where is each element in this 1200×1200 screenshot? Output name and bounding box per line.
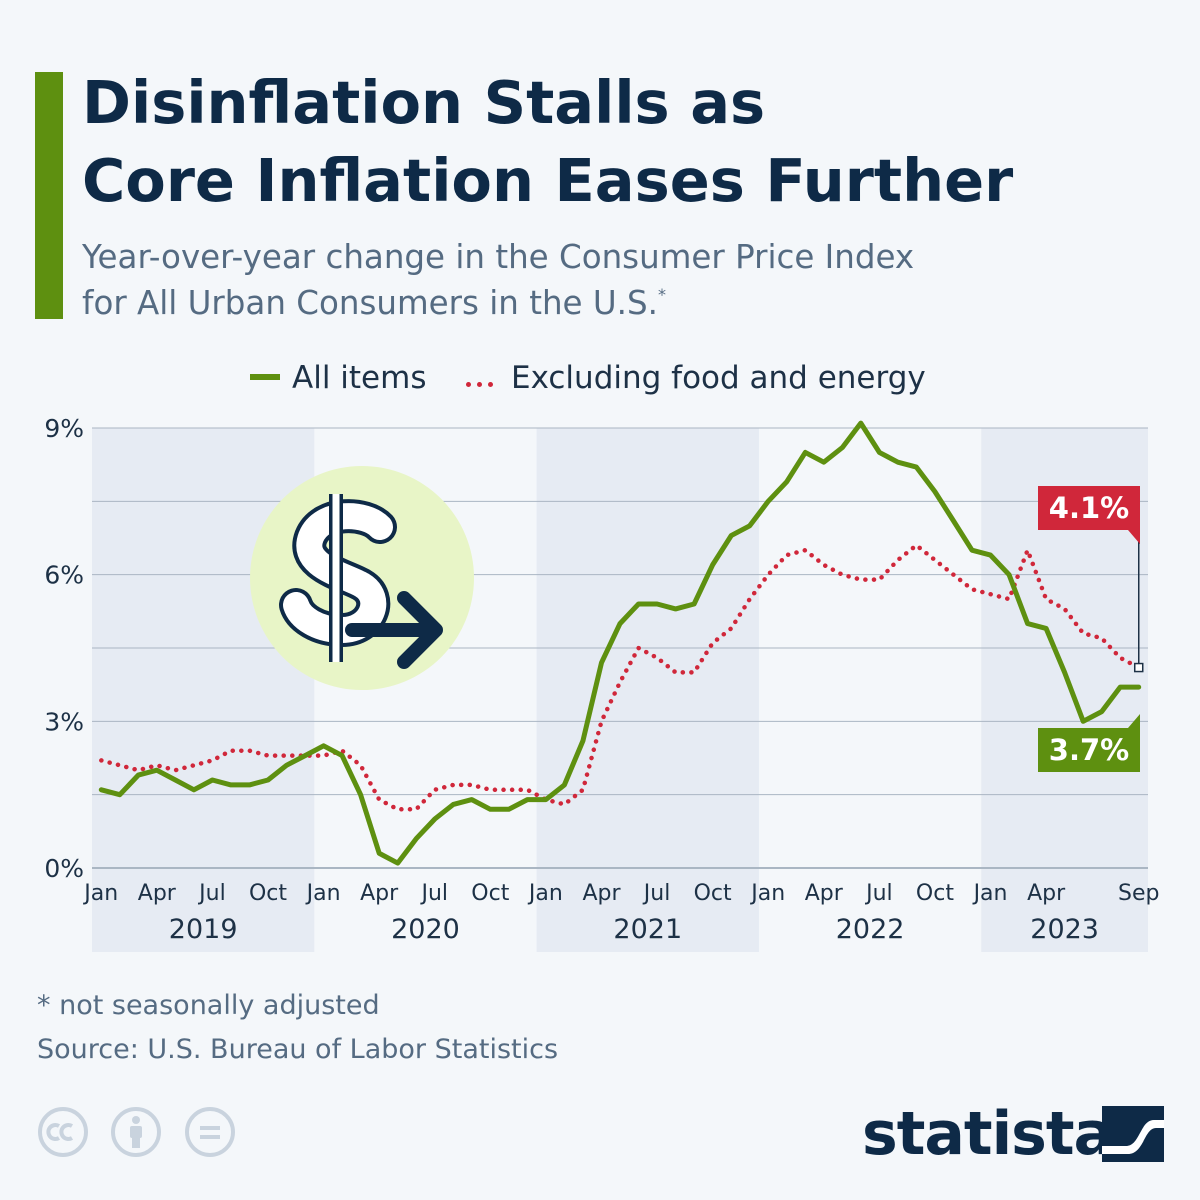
y-tick-label: 9% — [44, 414, 84, 443]
subtitle: Year-over-year change in the Consumer Pr… — [82, 234, 914, 326]
dollar-illustration — [250, 466, 474, 690]
x-tick-label: Jul — [419, 881, 448, 906]
y-tick-label: 6% — [44, 561, 84, 590]
x-tick-label: Jan — [305, 881, 341, 906]
y-tick-label: 0% — [44, 854, 84, 883]
x-axis-labels: Jan Apr Jul Oct Jan Apr Jul Oct Jan Apr Jul Oct Jan A… — [82, 881, 1159, 945]
attribution-icon[interactable] — [110, 1106, 162, 1158]
statista-logo-icon — [1102, 1106, 1164, 1162]
y-tick-label: 3% — [44, 707, 84, 736]
statista-logo-text[interactable]: statista — [862, 1099, 1114, 1169]
annotation-marker — [1133, 662, 1144, 673]
line-chart: 0%3%6%9% Jan Apr Jul Oct Jan Apr Jul Oct Jan Apr J… — [44, 414, 1159, 952]
x-tick-label: Apr — [582, 881, 621, 906]
all-items-label-box — [1038, 714, 1140, 772]
x-tick-label: Jul — [642, 881, 671, 906]
legend-swatch-dotted — [466, 357, 499, 397]
x-tick-label: Apr — [138, 881, 177, 906]
arrow-right-icon — [345, 591, 443, 669]
year-label: 2022 — [836, 914, 905, 945]
all-items-label-text: 3.7% — [1049, 733, 1129, 767]
chart-legend: All items Excluding food and energy — [0, 358, 1200, 398]
page-title: Disinflation Stalls as Core Inflation Ea… — [82, 64, 1013, 220]
x-tick-label: Oct — [694, 881, 732, 906]
title-line-2: Core Inflation Eases Further — [82, 146, 1014, 215]
year-label: 2020 — [391, 914, 460, 945]
x-tick-label: Jan — [749, 881, 785, 906]
core-label-box — [1038, 486, 1140, 544]
title-line-1: Disinflation Stalls as — [82, 68, 766, 137]
no-derivatives-icon[interactable] — [184, 1106, 236, 1158]
x-tick-label: Jul — [197, 881, 226, 906]
series-line-all-items — [98, 420, 1142, 866]
x-tick-label: Oct — [471, 881, 509, 906]
subtitle-line-2-text: for All Urban Consumers in the U.S. — [82, 284, 658, 322]
x-tick-label: Apr — [805, 881, 844, 906]
legend-item-all-items: All items — [250, 358, 426, 398]
year-label: 2023 — [1030, 914, 1099, 945]
cc-icon[interactable] — [37, 1106, 89, 1158]
x-tick-label: Apr — [360, 881, 399, 906]
year-label: 2021 — [613, 914, 682, 945]
x-tick-label: Jul — [864, 881, 893, 906]
x-tick-label: Jan — [527, 881, 563, 906]
x-tick-label: Apr — [1027, 881, 1066, 906]
year-band-2021 — [536, 428, 759, 952]
year-bands — [92, 428, 1148, 952]
legend-label-core: Excluding food and energy — [511, 360, 926, 396]
core-label-text: 4.1% — [1049, 491, 1129, 525]
x-tick-label: Oct — [249, 881, 287, 906]
annotations: 4.1% 3.7% — [1038, 486, 1144, 772]
x-tick-label: Jan — [972, 881, 1008, 906]
source-note: Source: U.S. Bureau of Labor Statistics — [37, 1034, 559, 1065]
legend-item-core: Excluding food and energy — [466, 358, 926, 400]
accent-bar — [35, 72, 63, 319]
subtitle-line-2: for All Urban Consumers in the U.S.* — [82, 280, 914, 326]
year-label: 2019 — [169, 914, 238, 945]
series-layer — [98, 420, 1142, 866]
x-tick-label: Jan — [82, 881, 118, 906]
y-axis-labels: 0% 3% 6% 9% — [44, 414, 84, 883]
x-tick-label: Oct — [916, 881, 954, 906]
footnote: * not seasonally adjusted — [37, 990, 380, 1021]
legend-label-all-items: All items — [292, 360, 427, 396]
subtitle-footnote-mark: * — [657, 285, 666, 304]
legend-swatch-solid — [250, 373, 280, 380]
x-tick-label: Sep — [1118, 881, 1159, 906]
series-line-core — [99, 543, 1141, 812]
subtitle-line-1: Year-over-year change in the Consumer Pr… — [82, 238, 915, 276]
